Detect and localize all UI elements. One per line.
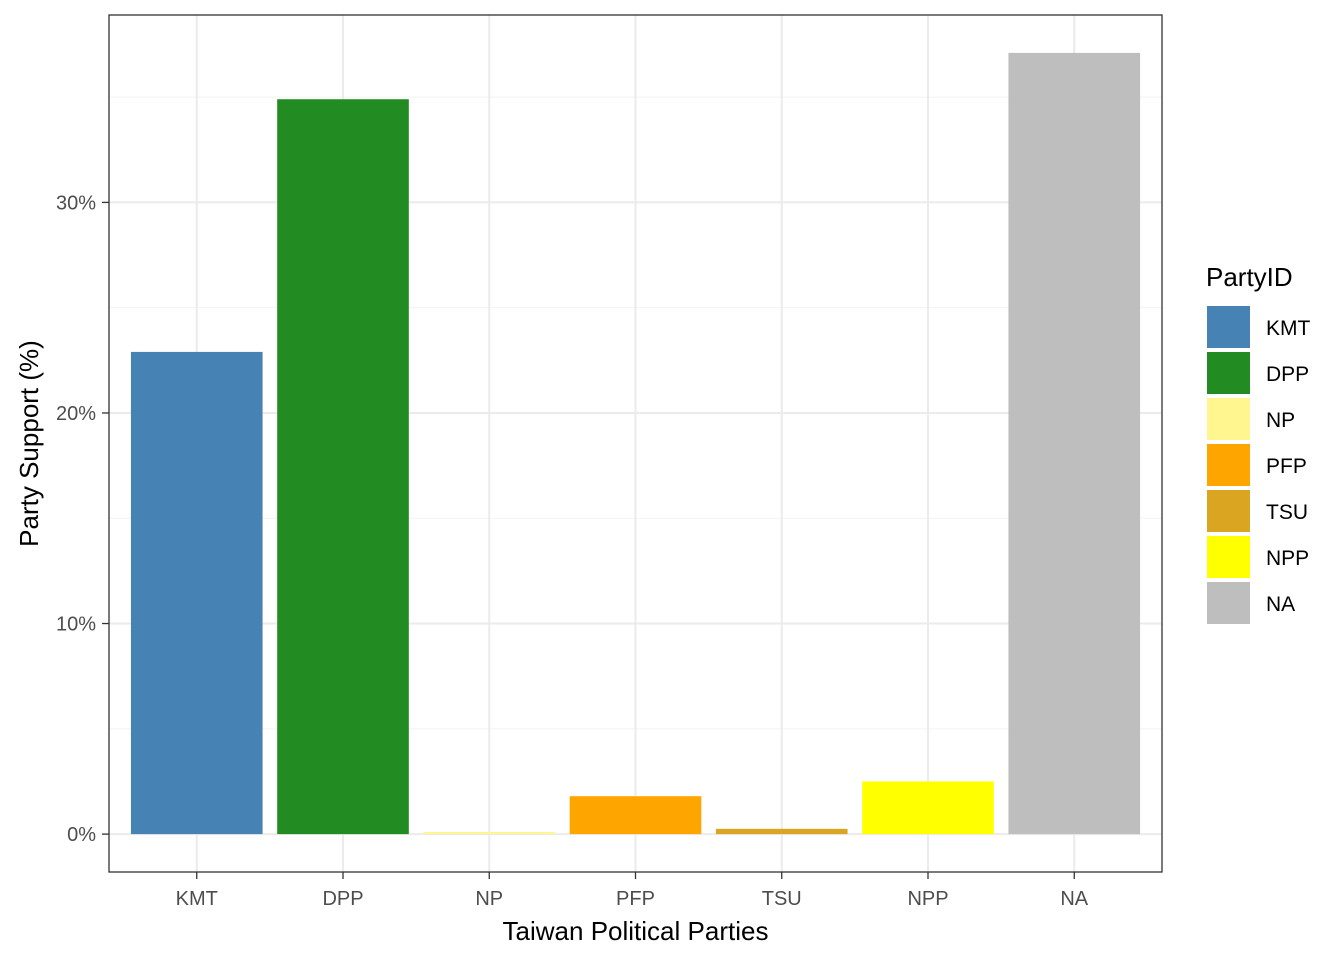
bar-np (423, 831, 556, 835)
legend-title: PartyID (1206, 262, 1293, 292)
x-tick-label: KMT (176, 888, 218, 910)
legend-label: NA (1266, 593, 1295, 616)
x-tick-label: DPP (322, 888, 363, 910)
legend-label: DPP (1266, 363, 1309, 386)
bars (130, 52, 1141, 835)
grid-major (109, 15, 1162, 872)
legend-key-na (1207, 582, 1250, 624)
legend: PartyID KMT DPP NP PFP TSU NPP NA (1206, 262, 1311, 624)
legend-key-tsu (1207, 490, 1250, 532)
legend-label: NPP (1266, 547, 1309, 570)
legend-label: KMT (1266, 317, 1311, 340)
x-axis-title: Taiwan Political Parties (503, 916, 769, 946)
legend-key-npp (1207, 536, 1250, 578)
bar-na (1008, 52, 1141, 835)
legend-label: NP (1266, 409, 1295, 432)
legend-key-kmt (1207, 306, 1250, 348)
legend-key-pfp (1207, 444, 1250, 486)
y-tick-label: 30% (56, 192, 96, 214)
y-tick-label: 0% (67, 824, 96, 846)
bar-npp (862, 781, 994, 835)
bar-dpp (277, 99, 409, 835)
x-tick-label: NP (475, 888, 503, 910)
y-tick-label: 20% (56, 403, 96, 425)
bar-kmt (130, 351, 263, 835)
y-axis-title: Party Support (%) (14, 340, 44, 547)
legend-key-np (1207, 398, 1250, 440)
x-tick-label: NPP (907, 888, 948, 910)
legend-label: TSU (1266, 501, 1308, 524)
y-tick-label: 10% (56, 614, 96, 636)
legend-label: PFP (1266, 455, 1307, 478)
y-axis: 0% 10% 20% 30% (56, 192, 109, 846)
legend-key-dpp (1207, 352, 1250, 394)
x-tick-label: NA (1060, 888, 1088, 910)
x-axis: KMT DPP NP PFP TSU NPP NA (176, 872, 1089, 910)
bar-pfp (569, 796, 702, 835)
x-tick-label: PFP (616, 888, 655, 910)
x-tick-label: TSU (762, 888, 802, 910)
bar-tsu (715, 828, 848, 835)
